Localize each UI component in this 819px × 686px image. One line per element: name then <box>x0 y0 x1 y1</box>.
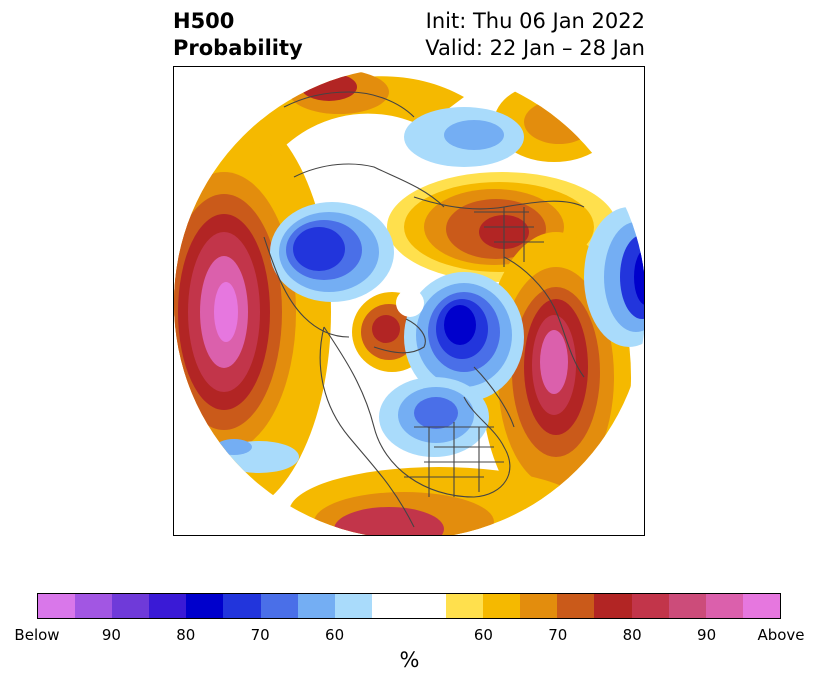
pole-marker <box>396 289 424 317</box>
hemisphere-disc <box>174 67 644 535</box>
colorbar-swatch <box>371 594 409 618</box>
colorbar-tick-label: 70 <box>548 626 568 644</box>
colorbar-swatch <box>631 594 669 618</box>
colorbar-swatch <box>223 594 261 618</box>
colorbar-tick-labels: Below 90 80 70 60 60 70 80 90 Above <box>0 626 819 646</box>
colorbar-swatch <box>260 594 298 618</box>
colorbar-swatch <box>483 594 521 618</box>
below-normal-regions <box>216 107 644 473</box>
title-variable: H500 <box>173 9 235 33</box>
colorbar-swatch <box>297 594 335 618</box>
valid-range: Valid: 22 Jan – 28 Jan <box>425 36 645 60</box>
colorbar-tick-label: 60 <box>325 626 345 644</box>
map-panel <box>173 66 645 536</box>
colorbar-swatch <box>705 594 743 618</box>
colorbar-swatch <box>408 594 447 618</box>
colorbar-swatch <box>149 594 187 618</box>
title-product: Probability <box>173 36 303 60</box>
colorbar-swatch <box>594 594 632 618</box>
colorbar-tick-label: 80 <box>176 626 196 644</box>
colorbar-swatch <box>668 594 706 618</box>
colorbar-swatch <box>38 594 76 618</box>
colorbar-tick-label: 90 <box>101 626 121 644</box>
colorbar-swatch <box>186 594 224 618</box>
colorbar-swatch <box>112 594 150 618</box>
colorbar-tick-label: 90 <box>697 626 717 644</box>
colorbar <box>37 593 781 619</box>
colorbar-swatch <box>334 594 372 618</box>
colorbar-tick-label: 60 <box>473 626 493 644</box>
colorbar-swatch <box>446 594 484 618</box>
colorbar-tick-label: 80 <box>622 626 642 644</box>
colorbar-tick-label: Below <box>14 626 60 644</box>
probability-map <box>174 67 644 535</box>
init-date: Init: Thu 06 Jan 2022 <box>425 9 645 33</box>
colorbar-tick-label: Above <box>757 626 805 644</box>
title-left: H500 Probability <box>173 8 303 62</box>
colorbar-swatch <box>520 594 558 618</box>
colorbar-unit-label: % <box>399 648 420 672</box>
colorbar-swatch <box>742 594 780 618</box>
coastlines <box>263 91 605 528</box>
title-right: Init: Thu 06 Jan 2022 Valid: 22 Jan – 28… <box>425 8 645 62</box>
colorbar-swatch <box>557 594 595 618</box>
colorbar-tick-label: 70 <box>250 626 270 644</box>
colorbar-swatch <box>75 594 113 618</box>
